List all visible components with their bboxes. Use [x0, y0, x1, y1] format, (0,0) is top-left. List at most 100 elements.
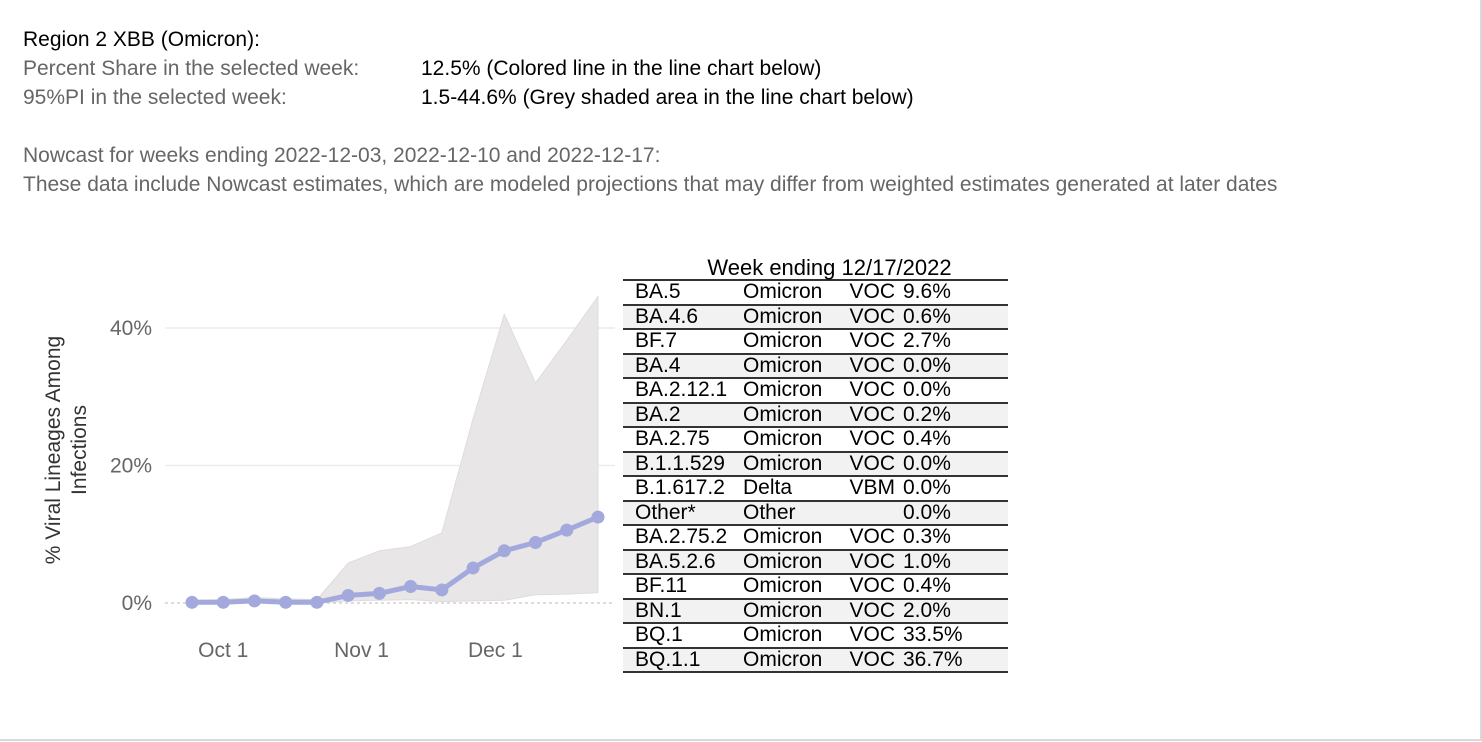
data-point	[185, 595, 199, 609]
share-cell: 0.0%	[903, 476, 951, 499]
type-cell: VOC	[849, 574, 895, 597]
who-label-cell: Omicron	[743, 451, 823, 475]
variant-title: Region 2 XBB (Omicron):	[23, 28, 260, 51]
table-row: BF.7 Omicron VOC 2.7%	[623, 330, 1008, 355]
share-cell: 0.4%	[903, 427, 951, 450]
type-cell	[843, 502, 903, 525]
share-row: Percent Share in the selected week: 12.5…	[23, 54, 1423, 83]
type-cell: VOC	[849, 378, 895, 401]
who-label-cell: Omicron	[743, 427, 823, 450]
data-point	[560, 523, 574, 537]
table-row: BA.2.75.2 Omicron VOC 0.3%	[623, 526, 1008, 551]
y-tick-label: 20%	[110, 455, 152, 478]
table-row: BA.2.12.1 Omicron VOC 0.0%	[623, 379, 1008, 404]
who-label-cell: Omicron	[743, 353, 823, 377]
who-label-cell: Omicron	[743, 598, 823, 622]
lineage-cell: BA.2	[635, 402, 681, 426]
x-tick-label: Nov 1	[334, 639, 389, 662]
share-cell: 0.3%	[903, 525, 951, 548]
table-row: B.1.617.2 Delta VBM 0.0%	[623, 477, 1008, 502]
type-cell: VOC	[849, 329, 895, 352]
data-point	[529, 536, 543, 549]
who-label-cell: Omicron	[743, 525, 823, 548]
lineage-cell: BQ.1.1	[635, 647, 701, 671]
table-title: Week ending 12/17/2022	[623, 255, 1008, 281]
lineage-cell: BA.2.12.1	[635, 378, 728, 401]
table-row: B.1.1.529 Omicron VOC 0.0%	[623, 451, 1008, 477]
who-label-cell: Omicron	[743, 647, 823, 671]
lineage-cell: BA.2.75	[635, 427, 710, 450]
type-cell: VOC	[849, 623, 895, 646]
lineage-cell: BN.1	[635, 598, 682, 622]
y-tick-label: 40%	[110, 317, 152, 340]
x-tick-label: Oct 1	[198, 639, 248, 662]
data-point	[466, 561, 480, 575]
lineage-cell: B.1.617.2	[635, 476, 725, 499]
type-cell: VOC	[849, 427, 895, 450]
data-point	[341, 588, 355, 602]
type-cell: VOC	[849, 525, 895, 548]
lineage-cell: BA.5.2.6	[635, 549, 716, 573]
nowcast-note: These data include Nowcast estimates, wh…	[23, 173, 1278, 196]
type-cell: VOC	[849, 598, 895, 622]
share-cell: 0.0%	[903, 353, 951, 377]
data-point	[497, 544, 511, 558]
share-cell: 0.4%	[903, 574, 951, 597]
type-cell: VOC	[849, 549, 895, 573]
y-axis-label-line1: % Viral Lineages Among	[42, 336, 65, 564]
lineage-cell: BA.4	[635, 353, 681, 377]
table-body: BA.5 Omicron VOC 9.6% BA.4.6 Omicron VOC 0.6% BF…	[623, 281, 1008, 673]
data-point	[435, 583, 449, 597]
table-row: Other* Other 0.0%	[623, 500, 1008, 526]
share-cell: 0.0%	[903, 451, 951, 475]
type-cell: VOC	[849, 647, 895, 671]
table-row: BQ.1 Omicron VOC 33.5%	[623, 624, 1008, 649]
who-label-cell: Omicron	[743, 280, 823, 303]
who-label-cell: Omicron	[743, 574, 823, 597]
who-label-cell: Other	[743, 500, 796, 524]
data-point	[247, 594, 261, 608]
y-axis-label-line2: Infections	[68, 405, 91, 495]
table-row: BA.2 Omicron VOC 0.2%	[623, 402, 1008, 428]
share-cell: 0.0%	[903, 500, 951, 524]
data-point	[404, 580, 418, 593]
table-row: BA.2.75 Omicron VOC 0.4%	[623, 428, 1008, 453]
lineage-table: Week ending 12/17/2022 BA.5 Omicron VOC 9.6…	[623, 255, 1008, 673]
data-point	[216, 595, 230, 609]
share-cell: 2.0%	[903, 598, 951, 622]
type-cell: VBM	[849, 476, 895, 499]
table-row: BA.4 Omicron VOC 0.0%	[623, 353, 1008, 379]
data-point	[372, 586, 386, 600]
share-cell: 2.7%	[903, 329, 951, 352]
lineage-cell: Other*	[635, 500, 696, 524]
table-row: BA.5.2.6 Omicron VOC 1.0%	[623, 549, 1008, 575]
share-cell: 33.5%	[903, 623, 963, 646]
table-row: BF.11 Omicron VOC 0.4%	[623, 575, 1008, 600]
type-cell: VOC	[849, 280, 895, 303]
share-value: 12.5% (Colored line in the line chart be…	[421, 57, 822, 80]
who-label-cell: Omicron	[743, 378, 823, 401]
who-label-cell: Omicron	[743, 549, 823, 573]
share-label: Percent Share in the selected week:	[23, 57, 360, 80]
y-axis-label: % Viral Lineages Among Infections	[42, 336, 91, 564]
pi-row: 95%PI in the selected week: 1.5-44.6% (G…	[23, 83, 1423, 112]
table-row: BQ.1.1 Omicron VOC 36.7%	[623, 647, 1008, 673]
share-cell: 36.7%	[903, 647, 963, 671]
lineage-cell: BA.4.6	[635, 304, 699, 328]
lineage-cell: BF.7	[635, 329, 678, 352]
pi-value: 1.5-44.6% (Grey shaded area in the line …	[421, 86, 914, 109]
prediction-interval-band	[191, 294, 599, 604]
lineage-cell: B.1.1.529	[635, 451, 725, 475]
share-cell: 0.0%	[903, 378, 951, 401]
info-panel: Region 2 XBB (Omicron): Percent Share in…	[23, 25, 1423, 199]
lineage-cell: BF.11	[635, 574, 688, 597]
type-cell: VOC	[849, 353, 895, 377]
type-cell: VOC	[849, 402, 895, 426]
data-point	[591, 510, 605, 524]
data-point	[310, 595, 324, 609]
who-label-cell: Omicron	[743, 402, 823, 426]
lineage-cell: BA.5	[635, 280, 681, 303]
pi-label: 95%PI in the selected week:	[23, 86, 287, 109]
